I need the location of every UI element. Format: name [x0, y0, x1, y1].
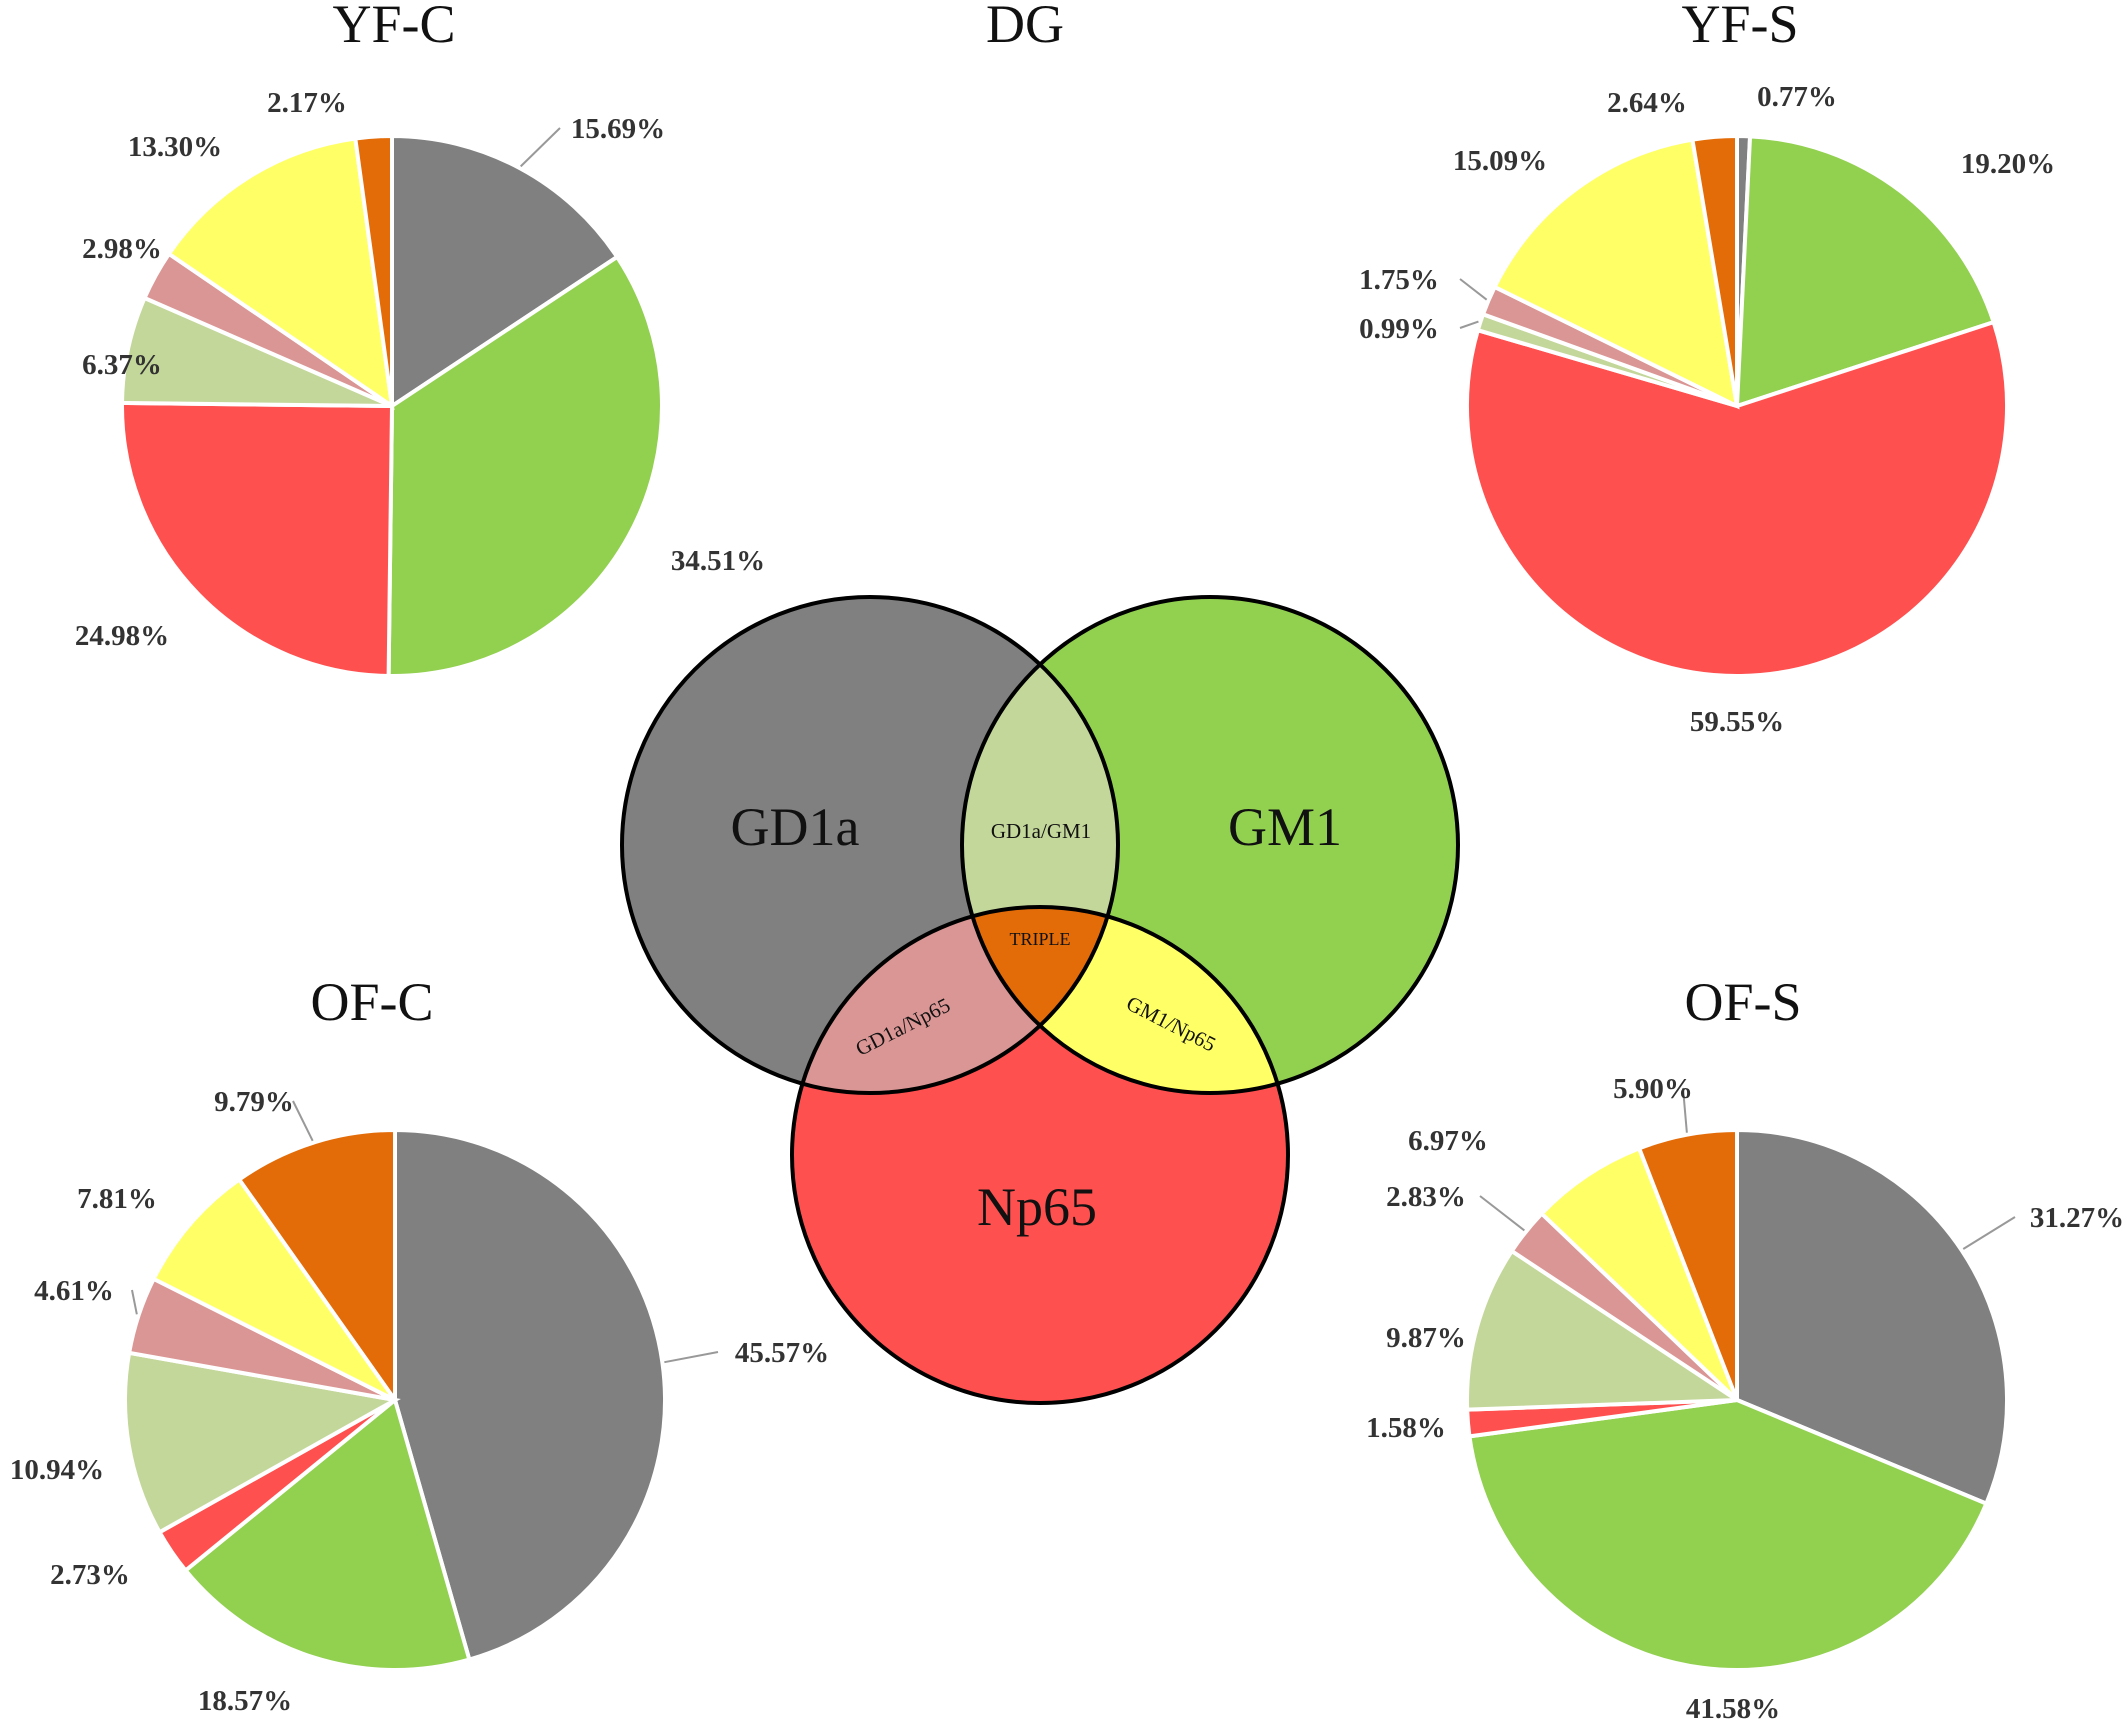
pie-label-yf-s-gm1: 19.20% [1961, 148, 2055, 180]
venn-diagram: GD1a GM1 Np65 GD1a/GM1 TRIPLE GD1a/Np65 … [620, 595, 1460, 1405]
pie-title-yf-s: YF-S [1681, 0, 1798, 54]
pie-slice-of-c-gd1a [393, 1127, 667, 1663]
pie-label-of-s-gd1a-gm1: 9.87% [1386, 1322, 1466, 1354]
pie-label-of-c-gd1a-np65: 4.61% [34, 1275, 114, 1307]
pie-label-of-c-gd1a-gm1: 10.94% [10, 1454, 104, 1486]
pie-slice-of-c-triple [236, 1127, 397, 1407]
pie-label-yf-c-triple: 2.17% [267, 87, 347, 119]
pie-leader-line-yf-s-4 [1459, 278, 1488, 301]
pie-slice-yf-s-gm1 [1734, 134, 1997, 409]
pie-label-of-s-gd1a: 31.27% [2030, 1202, 2124, 1234]
pie-leader-line-yf-c-0 [520, 127, 561, 168]
pie-label-of-c-triple: 9.79% [214, 1086, 294, 1118]
pie-title-yf-c: YF-C [332, 0, 455, 54]
pie-leader-line-of-c-0 [664, 1351, 719, 1364]
pie-slice-yf-c-triple [353, 133, 394, 407]
venn-label-gd1a: GD1a [731, 797, 860, 857]
pie-slice-yf-s-np65 [1465, 319, 2009, 678]
pie-slice-yf-s-triple [1690, 133, 1739, 407]
pie-label-yf-s-gd1a-np65: 1.75% [1359, 264, 1439, 296]
venn-region-gd1a-np65 [792, 907, 1118, 1093]
pie-label-yf-c-gm1: 34.51% [671, 545, 765, 577]
venn-label-triple: TRIPLE [1010, 929, 1071, 949]
pie-label-of-c-gm1: 18.57% [198, 1685, 292, 1717]
pie-label-yf-s-gd1a-gm1: 0.99% [1359, 313, 1439, 345]
pie-label-yf-c-np65: 24.98% [75, 620, 169, 652]
pie-label-of-s-gd1a-np65: 2.83% [1386, 1181, 1466, 1213]
pie-slice-of-c-gm1-np65 [151, 1176, 397, 1402]
pie-slice-of-s-gm1 [1467, 1397, 1989, 1672]
pie-label-yf-c-gd1a: 15.69% [571, 113, 665, 145]
pie-label-of-s-gm1-np65: 6.97% [1408, 1125, 1488, 1157]
pie-slice-of-s-gd1a [1735, 1127, 2009, 1507]
pie-label-yf-c-gd1a-gm1: 6.37% [82, 349, 162, 381]
pie-slice-of-c-gm1 [182, 1396, 472, 1672]
pie-leader-line-of-c-4 [131, 1289, 138, 1315]
pie-slice-yf-c-gd1a [390, 133, 620, 410]
venn-outline-gd1a [620, 595, 1120, 1095]
pie-of-s: 31.27% 41.58% 1.58% 9.87% 2.83% 6.97% 5.90% [1366, 1073, 2124, 1725]
pie-label-yf-s-gm1-np65: 15.09% [1453, 145, 1547, 177]
pie-slice-of-s-gd1a-gm1 [1465, 1248, 1744, 1412]
pie-label-of-c-np65: 2.73% [50, 1559, 130, 1591]
venn-label-gm1: GM1 [1228, 797, 1342, 857]
venn-outline-np65 [790, 905, 1290, 1405]
pie-label-yf-c-gd1a-np65: 2.98% [82, 233, 162, 265]
pie-slice-yf-c-np65 [120, 400, 395, 679]
pie-label-of-c-gm1-np65: 7.81% [77, 1183, 157, 1215]
pie-label-of-s-gm1: 41.58% [1686, 1693, 1780, 1725]
pie-label-yf-s-np65: 59.55% [1690, 706, 1784, 738]
pie-slice-of-c-gd1a-gm1 [123, 1350, 401, 1535]
pie-leader-line-yf-s-3 [1459, 320, 1479, 329]
pie-slice-yf-s-gm1-np65 [1491, 137, 1740, 410]
pie-label-yf-s-triple: 2.64% [1607, 87, 1687, 119]
pie-label-of-s-triple: 5.90% [1613, 1073, 1693, 1105]
venn-outline-gm1 [960, 595, 1460, 1095]
pie-of-c: 45.57% 18.57% 2.73% 10.94% 4.61% 7.81% 9.79% [10, 1086, 829, 1717]
figure-title: DG [986, 0, 1064, 54]
pie-leader-line-of-s-6 [1682, 1087, 1688, 1133]
pie-charts: 15.69% 34.51% 24.98% 6.37% 2.98% 13.30% 2.17% 0… [10, 81, 2124, 1725]
pie-title-of-s: OF-S [1684, 972, 1801, 1032]
pie-leader-line-of-c-6 [292, 1100, 314, 1142]
pie-slice-of-s-triple [1636, 1127, 1739, 1401]
pie-label-of-s-np65: 1.58% [1366, 1412, 1446, 1444]
pie-slice-of-s-gm1-np65 [1538, 1145, 1739, 1402]
pie-label-yf-s-gd1a: 0.77% [1757, 81, 1837, 113]
pie-yf-c: 15.69% 34.51% 24.98% 6.37% 2.98% 13.30% 2.17% [75, 87, 765, 679]
venn-label-gd1a-gm1: GD1a/GM1 [991, 819, 1091, 843]
pie-leader-line-of-s-0 [1962, 1216, 2016, 1250]
pie-slice-yf-c-gm1 [386, 254, 664, 678]
pie-label-of-c-gd1a: 45.57% [735, 1337, 829, 1369]
pie-label-yf-c-gm1-np65: 13.30% [128, 131, 222, 163]
pie-yf-s: 0.77% 19.20% 59.55% 0.99% 1.75% 15.09% 2.64% [1359, 81, 2055, 738]
pie-title-of-c: OF-C [310, 972, 433, 1032]
pie-slice-yf-c-gm1-np65 [166, 136, 395, 411]
venn-region-gm1-np65 [962, 907, 1288, 1093]
venn-label-np65: Np65 [977, 1177, 1097, 1237]
pie-leader-line-of-s-4 [1479, 1195, 1525, 1232]
